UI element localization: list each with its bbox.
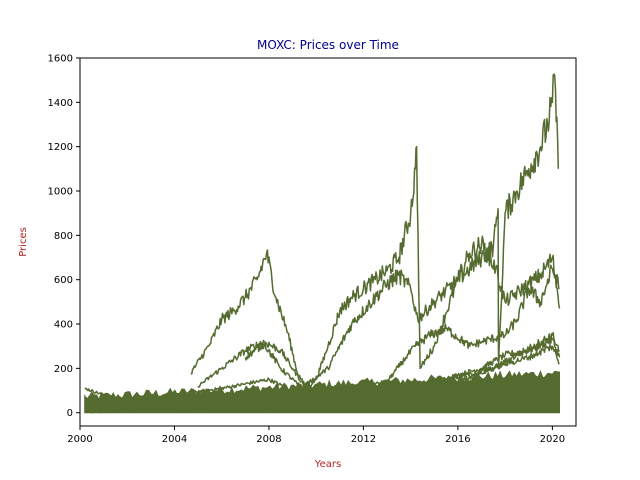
- x-tick-label: 2004: [162, 434, 187, 445]
- y-tick-label: 400: [54, 320, 73, 331]
- price-series-line: [190, 73, 560, 390]
- plot-frame: [79, 57, 577, 427]
- y-tick-label: 1400: [48, 98, 73, 109]
- x-tick-label: 2012: [351, 434, 376, 445]
- x-tick-label: 2020: [540, 434, 565, 445]
- price-series-line: [84, 344, 560, 411]
- price-series-line: [244, 264, 560, 393]
- y-tick-label: 1000: [48, 187, 73, 198]
- x-tick-label: 2016: [445, 434, 470, 445]
- y-tick-label: 200: [54, 364, 73, 375]
- x-tick-label: 2000: [67, 434, 92, 445]
- price-series-line: [84, 386, 561, 412]
- y-tick-label: 1600: [48, 54, 73, 65]
- y-axis: 0 200 400 600 800 1000 1200 1400 1600: [48, 54, 80, 419]
- y-tick-label: 600: [54, 275, 73, 286]
- y-tick-label: 800: [54, 231, 73, 242]
- x-tick-label: 2008: [256, 434, 281, 445]
- x-axis: 2000 2004 2008 2012 2016 2020: [67, 426, 565, 445]
- y-tick-label: 0: [67, 408, 73, 419]
- chart-title: MOXC: Prices over Time: [257, 38, 399, 52]
- plot-area: [84, 73, 561, 414]
- x-axis-label: Years: [314, 459, 341, 470]
- price-series-line: [197, 235, 561, 388]
- y-axis-label: Prices: [18, 227, 29, 257]
- y-tick-label: 1200: [48, 142, 73, 153]
